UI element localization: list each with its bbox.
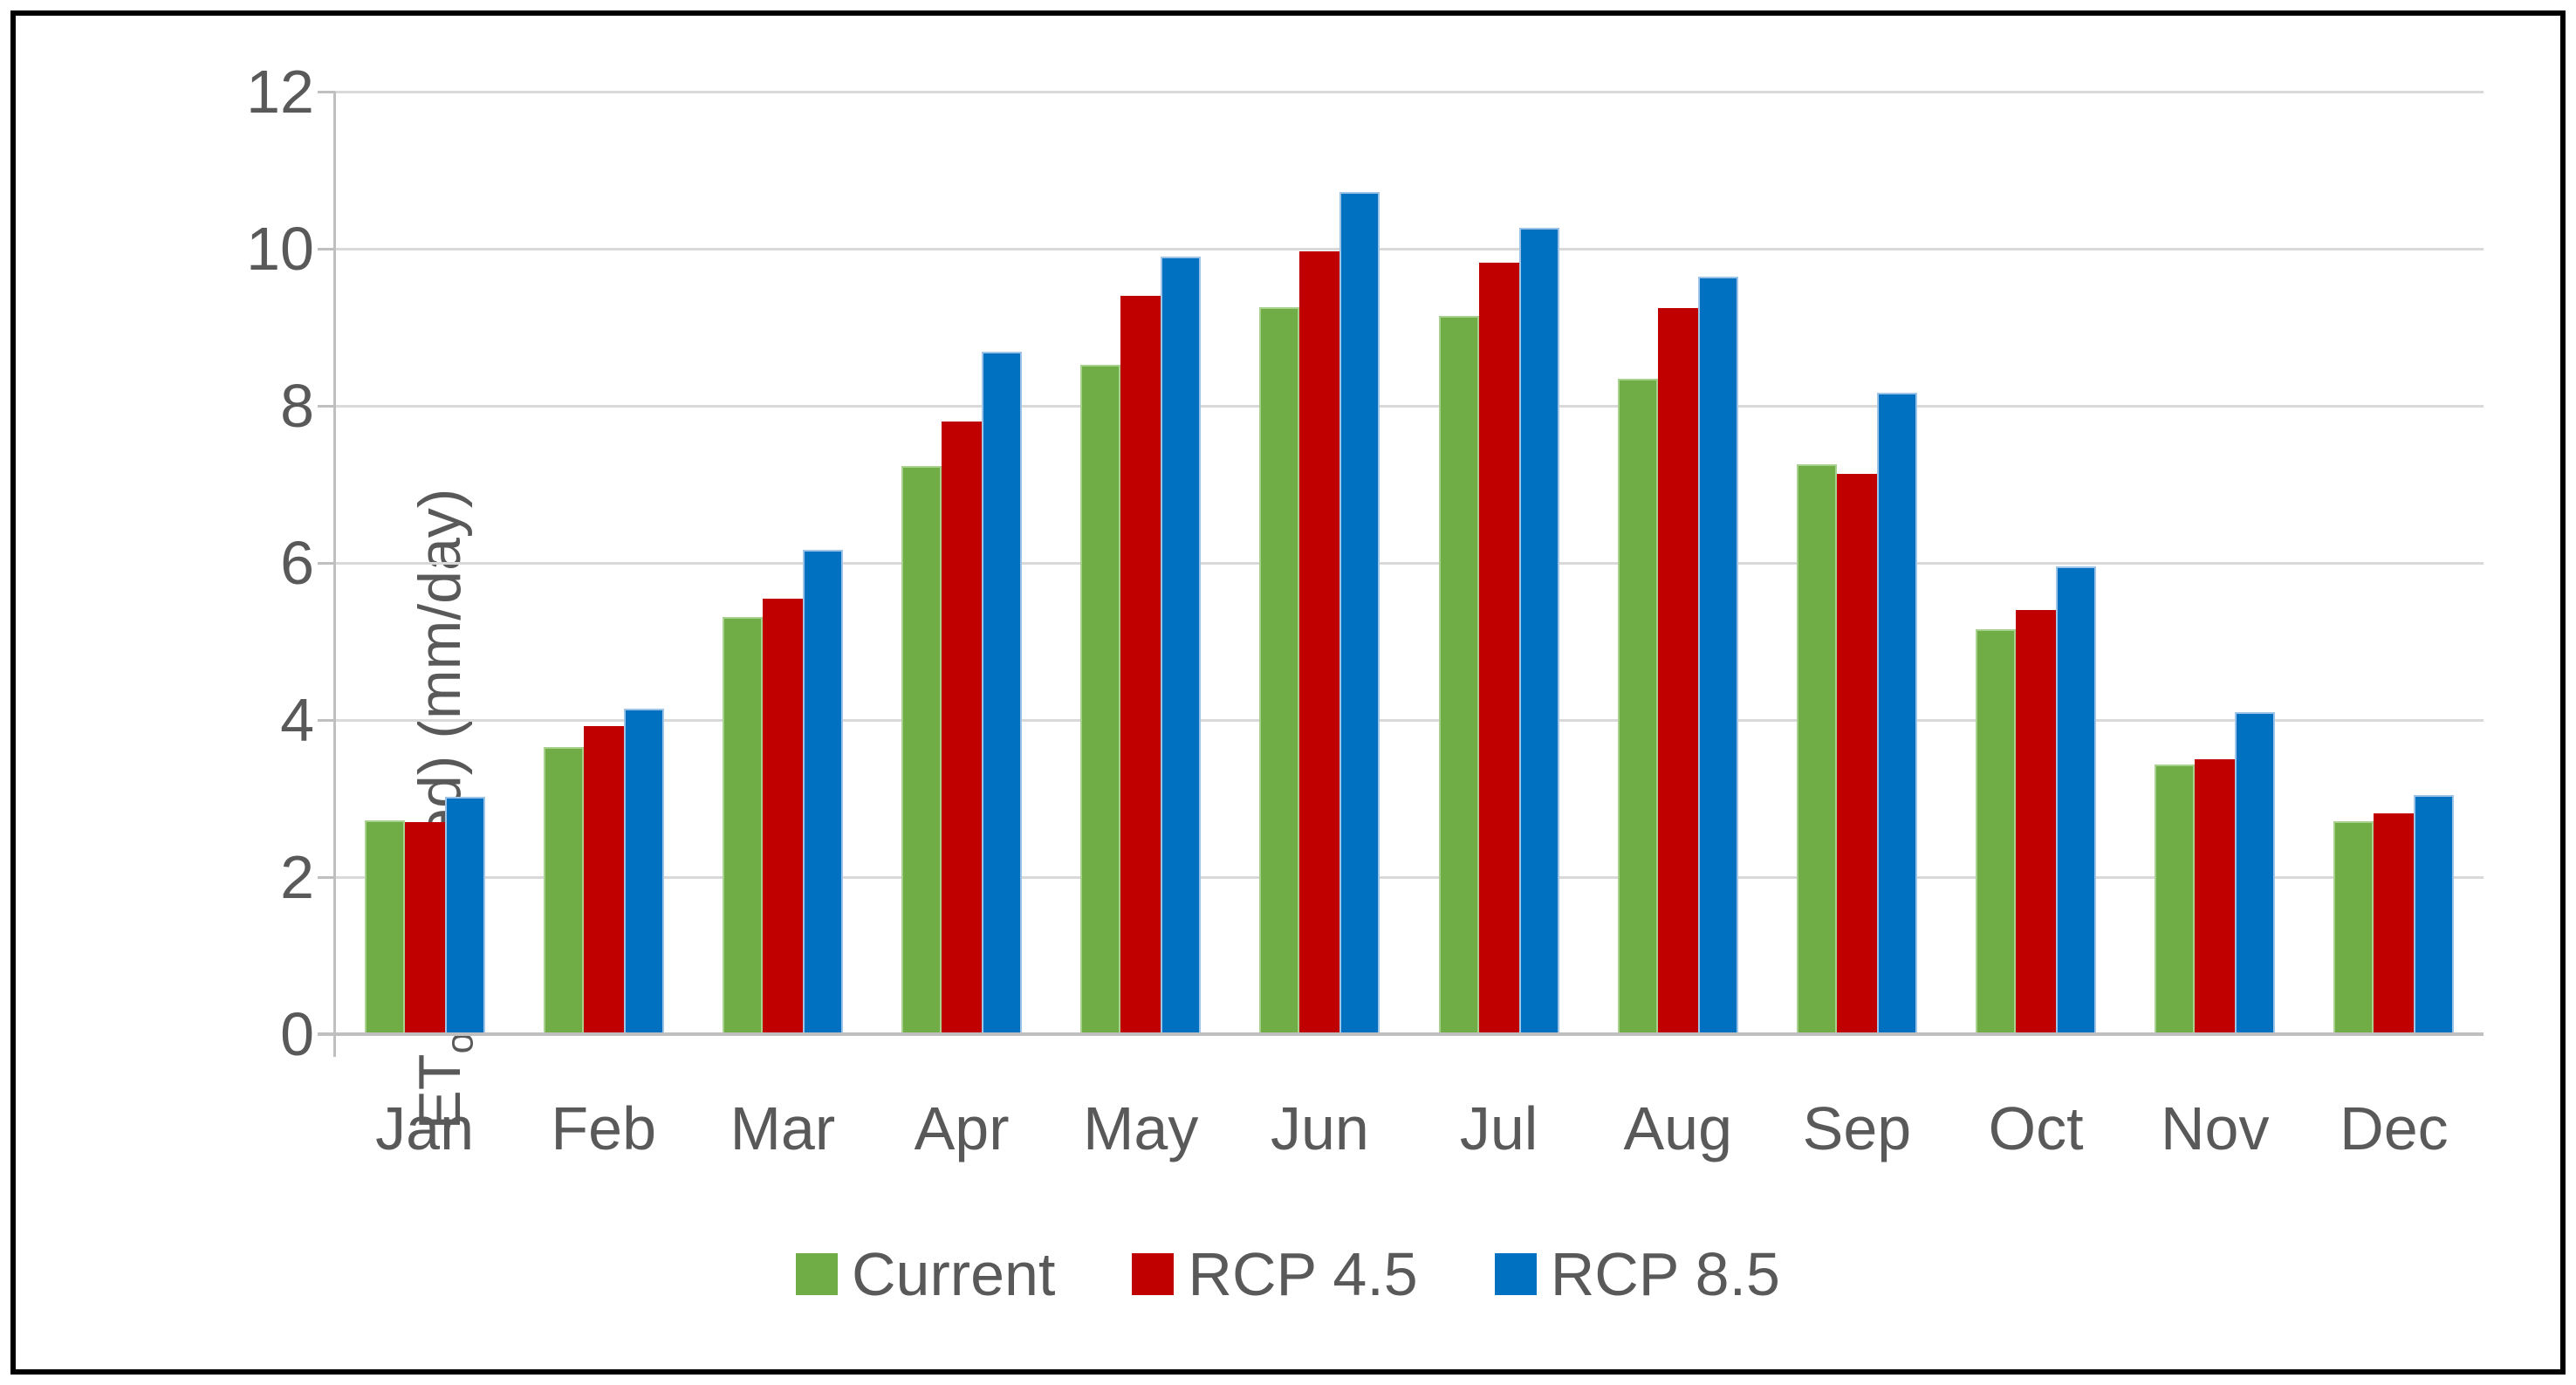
y-tick-6 — [318, 562, 335, 565]
x-axis-label-dec: Dec — [2340, 1094, 2449, 1162]
bar-jul-current — [1438, 316, 1479, 1034]
x-axis-line — [318, 1032, 2484, 1036]
bar-may-rcp45 — [1120, 296, 1161, 1034]
bar-aug-current — [1617, 379, 1658, 1034]
bar-jan-rcp85 — [444, 797, 485, 1034]
bar-nov-current — [2155, 764, 2196, 1034]
x-axis-label-jan: Jan — [375, 1094, 475, 1162]
bar-dec-rcp45 — [2374, 813, 2415, 1034]
bar-jun-current — [1259, 307, 1300, 1034]
legend: Current RCP 4.5 RCP 8.5 — [0, 1244, 2576, 1305]
legend-label-rcp45: RCP 4.5 — [1188, 1240, 1418, 1308]
y-tick-label-10: 10 — [246, 215, 314, 283]
bar-nov-rcp85 — [2235, 712, 2276, 1034]
bar-dec-current — [2333, 821, 2374, 1034]
legend-item-current: Current — [795, 1240, 1056, 1308]
bar-oct-rcp45 — [2016, 610, 2057, 1034]
bar-jan-current — [364, 820, 405, 1034]
bar-apr-rcp45 — [942, 422, 983, 1034]
y-tick-label-12: 12 — [246, 58, 314, 126]
x-axis-label-mar: Mar — [730, 1094, 836, 1162]
y-axis-line — [333, 92, 336, 1057]
bar-oct-rcp85 — [2056, 566, 2097, 1034]
y-tick-10 — [318, 248, 335, 250]
bar-mar-current — [722, 617, 763, 1034]
y-tick-label-0: 0 — [280, 1000, 314, 1068]
bar-jan-rcp45 — [404, 822, 445, 1034]
legend-swatch-rcp45 — [1132, 1253, 1175, 1295]
bar-aug-rcp45 — [1657, 308, 1698, 1034]
bar-apr-current — [901, 466, 942, 1034]
bar-sep-current — [1796, 464, 1837, 1034]
bar-may-rcp85 — [1161, 257, 1202, 1034]
x-axis-label-oct: Oct — [1988, 1094, 2084, 1162]
bar-sep-rcp45 — [1836, 474, 1877, 1034]
bar-feb-current — [543, 747, 584, 1034]
x-axis-label-feb: Feb — [551, 1094, 657, 1162]
y-tick-12 — [318, 91, 335, 93]
bar-dec-rcp85 — [2414, 795, 2455, 1034]
y-tick-label-4: 4 — [280, 686, 314, 754]
bar-mar-rcp45 — [762, 599, 803, 1034]
bar-mar-rcp85 — [802, 550, 843, 1034]
gridline-10 — [335, 248, 2484, 250]
gridline-2 — [335, 876, 2484, 879]
bar-jun-rcp45 — [1299, 251, 1340, 1034]
bar-nov-rcp45 — [2195, 759, 2236, 1034]
bar-jul-rcp45 — [1478, 263, 1519, 1034]
gridline-12 — [335, 91, 2484, 93]
y-tick-8 — [318, 405, 335, 408]
gridline-8 — [335, 405, 2484, 408]
y-tick-label-6: 6 — [280, 529, 314, 597]
bar-oct-current — [1976, 629, 2017, 1034]
y-tick-label-2: 2 — [280, 843, 314, 911]
legend-item-rcp45: RCP 4.5 — [1132, 1240, 1418, 1308]
legend-label-rcp85: RCP 8.5 — [1550, 1240, 1780, 1308]
x-axis-label-may: May — [1083, 1094, 1199, 1162]
bar-feb-rcp85 — [623, 709, 664, 1034]
y-tick-2 — [318, 876, 335, 879]
gridline-6 — [335, 562, 2484, 565]
x-axis-label-nov: Nov — [2160, 1094, 2270, 1162]
x-axis-label-apr: Apr — [914, 1094, 1010, 1162]
legend-item-rcp85: RCP 8.5 — [1494, 1240, 1780, 1308]
bar-may-current — [1080, 365, 1121, 1034]
y-tick-4 — [318, 719, 335, 722]
bar-jul-rcp85 — [1518, 228, 1559, 1034]
bar-jun-rcp85 — [1339, 192, 1380, 1034]
legend-swatch-current — [795, 1253, 838, 1295]
bar-sep-rcp85 — [1876, 393, 1917, 1034]
plot-area: ETo(weighted) (mm/day) 0 2 4 6 8 10 12 Jan Feb Ma… — [246, 61, 2484, 1162]
gridline-4 — [335, 719, 2484, 722]
x-axis-label-aug: Aug — [1623, 1094, 1733, 1162]
legend-swatch-rcp85 — [1494, 1253, 1537, 1295]
x-axis-label-sep: Sep — [1802, 1094, 1912, 1162]
x-axis-label-jun: Jun — [1270, 1094, 1369, 1162]
bar-apr-rcp85 — [982, 352, 1023, 1034]
y-tick-label-8: 8 — [280, 372, 314, 440]
bar-feb-rcp45 — [583, 726, 624, 1034]
bar-aug-rcp85 — [1697, 277, 1738, 1034]
x-axis-label-jul: Jul — [1459, 1094, 1538, 1162]
outer-border — [10, 10, 2566, 1375]
legend-label-current: Current — [851, 1240, 1056, 1308]
